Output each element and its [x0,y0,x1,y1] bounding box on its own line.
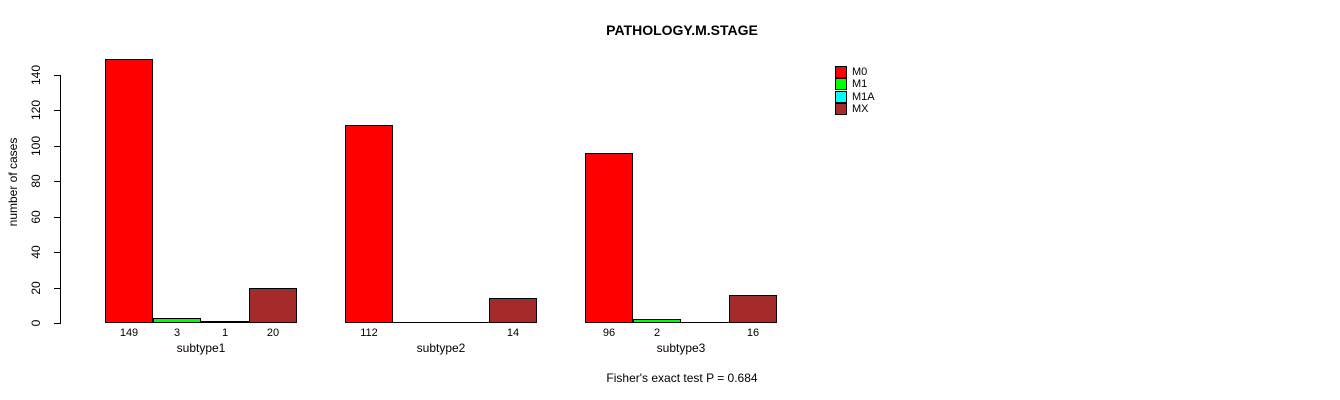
y-tick-mark [54,75,60,76]
bar-value-label: 96 [602,327,616,339]
legend-label-mx: MX [852,103,869,115]
bar-mx-subtype3 [729,295,777,323]
group-label-subtype1: subtype1 [176,341,226,355]
bar-m0-subtype1 [105,59,153,323]
bar-m1-subtype2-zero [393,322,441,323]
bar-value-label: 149 [119,327,139,339]
bar-value-label: 1 [221,327,229,339]
legend-label-m0: M0 [852,66,868,78]
y-tick-mark [54,181,60,182]
bar-m0-subtype2 [345,125,393,323]
bar-value-label: 3 [173,327,181,339]
bar-mx-subtype1 [249,288,297,323]
bar-m1-subtype3 [633,319,681,323]
legend-swatch-m1 [835,78,847,90]
y-tick-mark [54,252,60,253]
group-label-subtype3: subtype3 [656,341,706,355]
y-tick-mark [54,110,60,111]
bar-value-label: 112 [360,327,378,339]
y-axis-line [60,75,61,324]
bar-m1-subtype1 [153,318,201,323]
bar-value-label: 20 [266,327,280,339]
y-tick-mark [54,288,60,289]
legend-swatch-m1a [835,91,847,103]
bar-m1a-subtype1 [201,321,249,323]
bar-m1a-subtype3-zero [681,322,729,323]
bar-value-label: 2 [653,327,661,339]
legend-label-m1a: M1A [852,91,875,103]
legend-swatch-mx [835,103,847,115]
y-tick-mark [54,217,60,218]
bar-value-label: 16 [746,327,760,339]
group-label-subtype2: subtype2 [416,341,466,355]
bar-value-label: 14 [506,327,520,339]
bar-m1a-subtype2-zero [441,322,489,323]
bar-mx-subtype2 [489,298,537,323]
legend-label-m1: M1 [852,78,868,90]
legend-swatch-m0 [835,66,847,78]
y-tick-mark [54,323,60,324]
bar-m0-subtype3 [585,153,633,323]
chart-title: PATHOLOGY.M.STAGE [606,22,758,38]
fisher-test-caption: Fisher's exact test P = 0.684 [606,371,758,385]
y-tick-mark [54,146,60,147]
